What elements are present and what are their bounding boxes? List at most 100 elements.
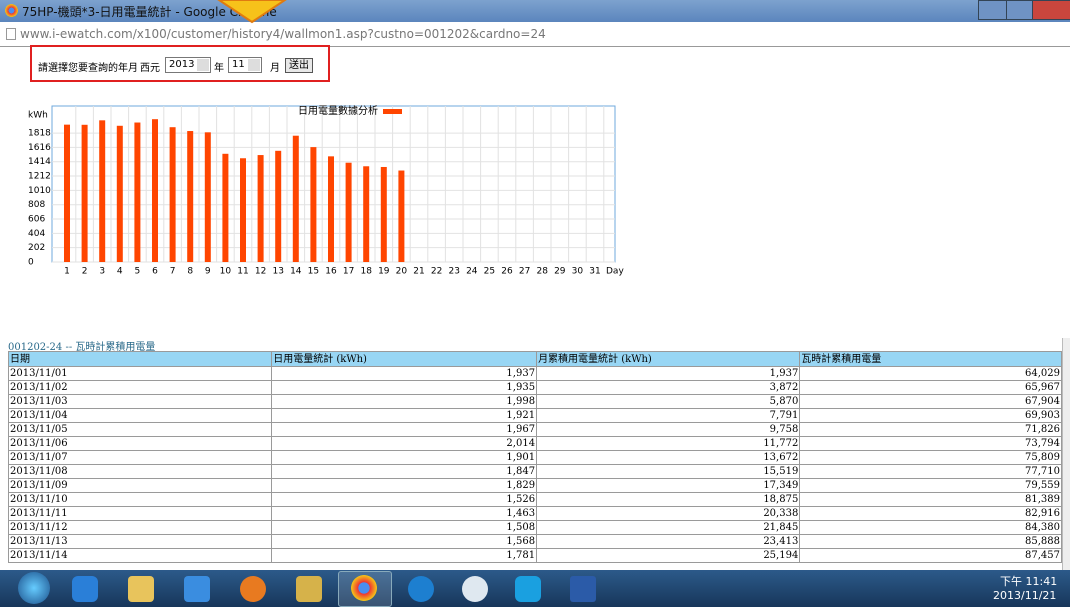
x-tick-label: 15 [308,267,319,277]
table-cell: 13,672 [536,450,801,465]
bar [380,166,387,262]
x-tick-label: 3 [99,267,105,277]
x-tick-label: 24 [466,267,478,277]
y-tick-label: 808 [28,200,45,210]
table-cell: 2013/11/01 [7,366,273,381]
table-cell: 11,772 [536,436,801,451]
taskbar: 下午 11:41 2013/11/21 [0,570,1070,607]
chrome-icon [5,4,18,17]
taskbar-icon[interactable] [128,576,154,602]
table-cell: 2013/11/06 [7,436,273,451]
table-row: 2013/11/13 1,568 23,413 85,888 [7,534,1062,549]
x-tick-label: 25 [484,267,495,277]
table-title: 001202-24 -- 瓦時計累積用電量 [8,342,156,353]
table-cell: 1,937 [536,366,801,381]
taskbar-icon[interactable] [296,576,322,602]
taskbar-icon[interactable] [72,576,98,602]
bar [187,131,194,262]
table-cell: 9,758 [536,422,801,437]
table-cell: 2,014 [271,436,538,451]
x-tick-label: 22 [431,267,442,277]
x-tick-label: 9 [205,267,211,277]
table-cell: 1,568 [271,534,538,549]
table-cell: 87,457 [799,548,1062,563]
x-tick-label: 2 [82,267,88,277]
table-row: 2013/11/10 1,526 18,875 81,389 [7,492,1062,507]
table-cell: 1,508 [271,520,538,535]
bar [275,150,282,262]
x-axis-label: Day [606,267,624,277]
table-row: 2013/11/05 1,967 9,758 71,826 [7,422,1062,437]
y-tick-label: 202 [28,243,45,253]
taskbar-icon[interactable] [240,576,266,602]
bar [257,155,264,262]
table-cell: 2013/11/08 [7,464,273,479]
month-select[interactable]: 11 [228,57,262,73]
bar [134,122,141,262]
table-cell: 1,935 [271,380,538,395]
start-button[interactable] [18,572,50,604]
table-cell: 23,413 [536,534,801,549]
table-cell: 84,380 [799,520,1062,535]
table-cell: 2013/11/13 [7,534,273,549]
x-tick-label: 4 [117,267,123,277]
y-tick-label: 1818 [28,129,51,139]
taskbar-icon[interactable] [462,576,488,602]
chart: 020240460680810101212141416161818kWhDay1… [28,104,624,277]
table-cell: 1,781 [271,548,538,563]
x-tick-label: 18 [360,267,372,277]
table-cell: 2013/11/03 [7,394,273,409]
column-header: 日期 [7,351,273,367]
x-tick-label: 14 [290,267,302,277]
year-select[interactable]: 2013 [165,57,212,73]
column-header: 瓦時計累積用電量 [799,351,1062,367]
y-tick-label: 0 [28,258,34,268]
bar [81,124,88,262]
form-era: 西元 [140,63,160,74]
table-cell: 17,349 [536,478,801,493]
table-cell: 65,967 [799,380,1062,395]
table-cell: 75,809 [799,450,1062,465]
table-cell: 1,967 [271,422,538,437]
bar [64,124,70,262]
legend-label: 日用電量數據分析 [298,104,378,117]
window-title: 75HP-機頭*3-日用電量統計 - Google Chrome [22,5,277,19]
close-button[interactable] [1032,0,1070,20]
taskbar-icon[interactable] [408,576,434,602]
y-tick-label: 1616 [28,143,51,153]
x-tick-label: 20 [396,267,408,277]
url[interactable]: www.i-ewatch.com/x100/customer/history4/… [20,27,546,41]
table-cell: 2013/11/05 [7,422,273,437]
table-cell: 2013/11/09 [7,478,273,493]
minimize-button[interactable] [978,0,1007,20]
x-tick-label: 31 [589,267,600,277]
data-table: 日期 日用電量統計 (kWh) 月累積用電量統計 (kWh) 瓦時計累積用電量 2013… [7,351,1062,563]
taskbar-icon[interactable] [570,576,596,602]
taskbar-icon[interactable] [351,575,377,601]
x-tick-label: 16 [325,267,337,277]
bar [310,147,317,262]
x-tick-label: 7 [170,267,176,277]
x-tick-label: 21 [413,267,424,277]
x-tick-label: 13 [272,267,283,277]
page-icon [6,28,16,40]
table-cell: 64,029 [799,366,1062,381]
table-cell: 71,826 [799,422,1062,437]
table-row: 2013/11/11 1,463 20,338 82,916 [7,506,1062,521]
table-cell: 21,845 [536,520,801,535]
header-row: 日期 日用電量統計 (kWh) 月累積用電量統計 (kWh) 瓦時計累積用電量 [7,351,1062,367]
table-cell: 25,194 [536,548,801,563]
taskbar-icon[interactable] [184,576,210,602]
table-cell: 1,998 [271,394,538,409]
table-cell: 18,875 [536,492,801,507]
address-bar[interactable] [0,22,1070,47]
submit-button[interactable]: 送出 [285,58,313,73]
taskbar-icon[interactable] [515,576,541,602]
table-cell: 1,526 [271,492,538,507]
x-tick-label: 11 [237,267,248,277]
x-tick-label: 27 [519,267,530,277]
scrollbar[interactable] [1062,338,1070,570]
maximize-button[interactable] [1006,0,1033,20]
bar [222,153,229,262]
month-unit: 月 [270,63,280,74]
